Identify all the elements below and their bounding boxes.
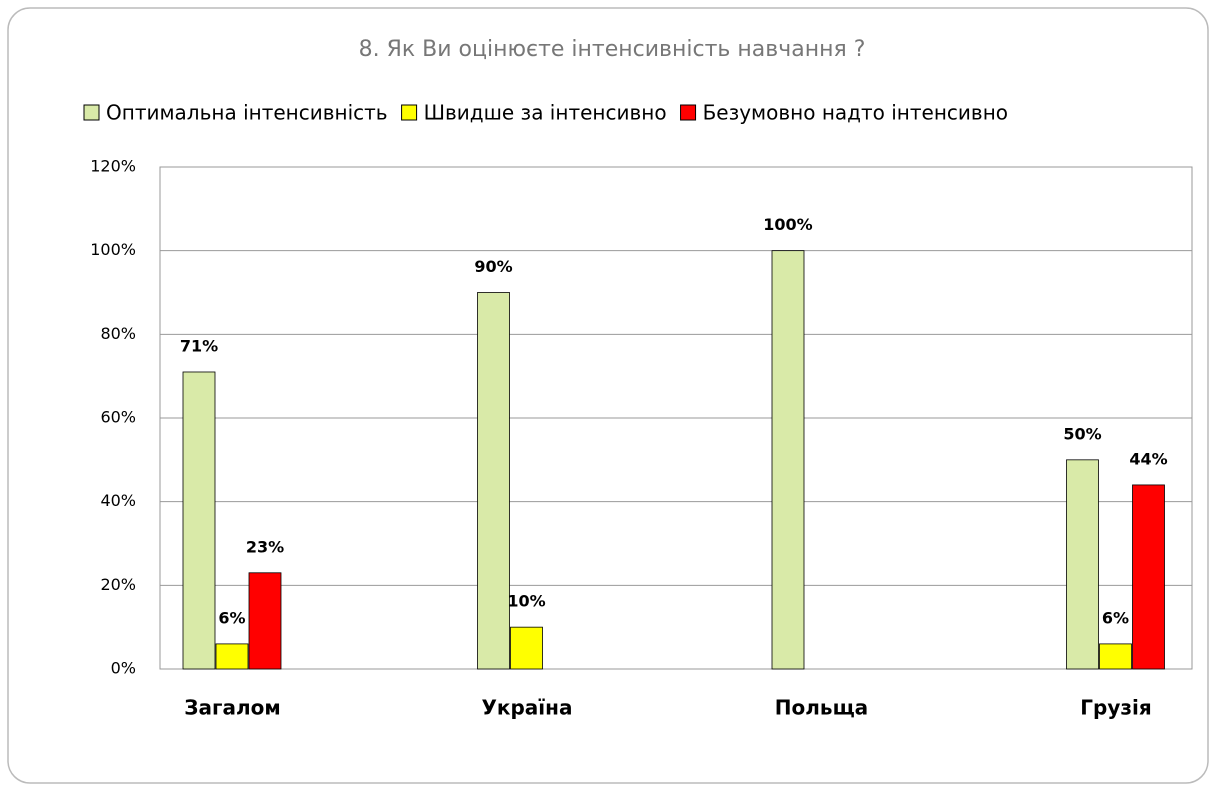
x-tick-label: Польща: [775, 696, 868, 720]
y-tick-label: 0%: [111, 659, 136, 678]
data-label: 6%: [218, 608, 245, 627]
legend-swatch: [83, 104, 100, 121]
chart-frame: [7, 7, 1209, 784]
bar: [215, 643, 249, 670]
legend-swatch: [401, 104, 418, 121]
data-label: 90%: [474, 257, 512, 276]
bar: [248, 572, 282, 670]
bar: [1066, 459, 1099, 670]
legend-label: Оптимальна інтенсивність: [106, 101, 388, 125]
data-label: 50%: [1063, 424, 1101, 443]
y-tick-label: 120%: [90, 157, 136, 176]
chart-title: 8. Як Ви оцінюєте інтенсивність навчання…: [359, 37, 866, 62]
bar: [182, 371, 216, 670]
bar: [1099, 643, 1132, 670]
legend-label: Безумовно надто інтенсивно: [703, 101, 1008, 125]
y-tick-label: 60%: [100, 408, 136, 427]
bar: [1132, 484, 1165, 670]
legend-swatch: [680, 104, 697, 121]
data-label: 23%: [246, 537, 284, 556]
data-label: 44%: [1129, 449, 1167, 468]
x-tick-label: Україна: [482, 696, 573, 720]
data-label: 10%: [507, 592, 545, 611]
y-tick-label: 20%: [100, 575, 136, 594]
legend-label: Швидше за інтенсивно: [424, 101, 667, 125]
data-label: 71%: [180, 336, 218, 355]
y-tick-label: 40%: [100, 491, 136, 510]
bar: [510, 626, 543, 670]
x-tick-label: Грузія: [1080, 696, 1151, 720]
x-tick-label: Загалом: [184, 696, 280, 720]
y-tick-label: 80%: [100, 324, 136, 343]
y-tick-label: 100%: [90, 240, 136, 259]
bar: [771, 250, 805, 670]
data-label: 100%: [763, 215, 812, 234]
data-label: 6%: [1102, 608, 1129, 627]
bar: [477, 292, 510, 670]
